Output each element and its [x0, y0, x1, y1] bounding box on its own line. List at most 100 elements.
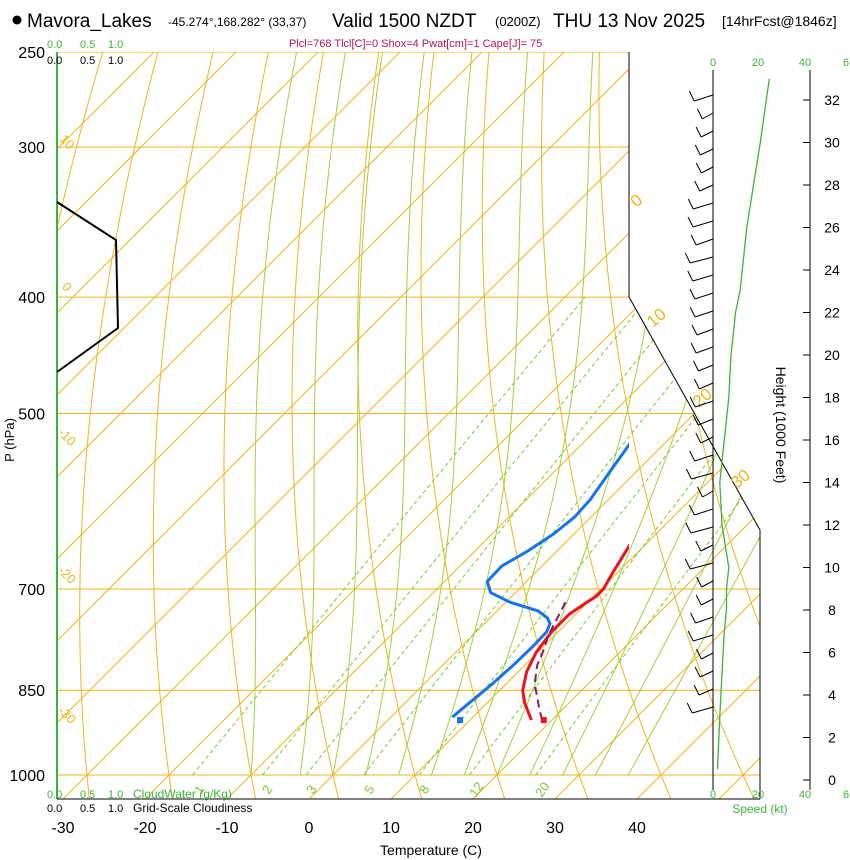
- speed-top-2: 40: [799, 57, 811, 69]
- height-axis-label: Height (1000 Feet): [773, 367, 789, 484]
- wind-barb: [689, 91, 713, 101]
- mixing-ratio-line: [536, 297, 850, 775]
- moist-adiabat: [300, 31, 349, 775]
- valid-date: THU 13 Nov 2025: [553, 11, 705, 32]
- cloud-bottom-green-0: 0.0: [47, 789, 62, 801]
- mixing-ratio-line: [306, 297, 688, 775]
- wind-barb: [688, 271, 713, 281]
- pressure-tick-label: 1000: [9, 768, 45, 785]
- wind-barb: [695, 145, 713, 155]
- mixing-ratio-label: 20: [532, 779, 553, 799]
- wind-barb: [690, 307, 713, 317]
- speed-top-0: 0: [710, 57, 716, 69]
- speed-axis-label: Speed (kt): [732, 802, 787, 816]
- dry-adiabat-label: -10: [55, 425, 79, 449]
- speed-top-3: 6: [843, 57, 849, 69]
- moist-adiabat-label: 10: [643, 304, 670, 331]
- height-tick-label: 2: [828, 730, 836, 746]
- cloud-top-black-2: 1.0: [108, 55, 123, 67]
- height-tick-label: 10: [824, 560, 840, 576]
- dry-adiabat: [358, 31, 422, 801]
- wind-barb: [692, 325, 713, 335]
- cloud-top-black-1: 0.5: [80, 55, 95, 67]
- moist-adiabat: [333, 31, 386, 775]
- cloud-top-green-2: 1.0: [108, 39, 123, 51]
- cloudiness-label: Grid-Scale Cloudiness: [133, 801, 252, 815]
- mixing-ratio-label: 5: [361, 782, 377, 797]
- cloud-top-black-0: 0.0: [47, 55, 62, 67]
- dry-adiabat-label: -20: [55, 563, 79, 587]
- y-axis-label: P (hPa): [2, 418, 17, 462]
- wind-barb: [696, 127, 713, 137]
- parcel-profile: [535, 598, 568, 720]
- temperature-tick-label: 0: [305, 820, 314, 837]
- height-tick-label: 26: [824, 220, 840, 236]
- height-tick-label: 22: [824, 305, 840, 321]
- isotherm--40: [0, 31, 749, 801]
- isotherm-0: [308, 31, 850, 801]
- moist-adiabat: [399, 31, 475, 775]
- cloudwater-label: CloudWater (g/Kg): [133, 787, 232, 801]
- mixing-ratio-label: 2: [259, 782, 275, 797]
- station-coords: -45.274°,168.282° (33,37): [168, 15, 306, 29]
- wind-barb: [694, 379, 713, 389]
- cloud-bottom-black-1: 0.5: [80, 803, 95, 815]
- station-name: Mavora_Lakes: [27, 11, 152, 32]
- isotherm-40: [636, 31, 850, 801]
- height-tick-label: 14: [824, 475, 840, 491]
- surface-temperature: [541, 717, 547, 723]
- speed-bottom-1: 20: [752, 789, 764, 801]
- temperature-tick-label: -30: [51, 820, 74, 837]
- wind-barb: [694, 361, 713, 371]
- temperature-tick-label: 40: [628, 820, 646, 837]
- cloud-bottom-black-0: 0.0: [47, 803, 62, 815]
- dry-adiabat: [599, 31, 755, 801]
- isotherm--70: [0, 31, 503, 801]
- pressure-tick-label: 500: [18, 407, 45, 424]
- isotherm-30: [554, 31, 850, 801]
- wind-barb: [697, 109, 713, 119]
- forecast-info: [14hrFcst@1846z]: [722, 13, 837, 29]
- pressure-tick-label: 400: [18, 290, 45, 307]
- height-tick-label: 20: [824, 347, 840, 363]
- pressure-tick-label: 700: [18, 582, 45, 599]
- temperature-tick-label: 20: [464, 820, 482, 837]
- temperature-tick-label: 30: [546, 820, 564, 837]
- moist-adiabat-label: 30: [727, 465, 754, 492]
- moist-adiabat: [530, 31, 759, 775]
- wind-barb: [691, 343, 713, 353]
- height-tick-label: 32: [824, 92, 840, 108]
- wind-barb: [690, 289, 713, 299]
- wind-barb: [691, 613, 713, 623]
- wind-barb: [695, 181, 713, 191]
- cloud-bottom-green-1: 0.5: [80, 789, 95, 801]
- mixing-ratio-label: 8: [416, 782, 432, 797]
- temperature-tick-label: -10: [215, 820, 238, 837]
- wind-barb: [686, 523, 713, 533]
- temperature-tick-label: 10: [382, 820, 400, 837]
- height-tick-label: 28: [824, 177, 840, 193]
- utc-time: (0200Z): [495, 14, 541, 29]
- height-tick-label: 8: [828, 602, 836, 618]
- moist-adiabat: [366, 31, 427, 775]
- height-tick-label: 16: [824, 432, 840, 448]
- isotherm--30: [62, 31, 832, 801]
- dry-adiabat: [80, 31, 164, 801]
- pressure-tick-label: 300: [18, 140, 45, 157]
- dry-adiabat-label: 10: [57, 131, 78, 152]
- dry-adiabat: [153, 31, 218, 801]
- pressure-tick-label: 250: [18, 45, 45, 62]
- dry-adiabat-label: -30: [55, 703, 79, 727]
- wind-barb: [696, 541, 713, 551]
- wind-barb: [696, 163, 713, 173]
- surface-dewpoint: [457, 717, 463, 723]
- isotherm--20: [144, 31, 850, 801]
- height-tick-label: 30: [824, 135, 840, 151]
- speed-bottom-0: 0: [710, 789, 716, 801]
- wind-barb: [695, 667, 713, 677]
- wind-barb: [698, 487, 713, 497]
- dry-adiabat: [542, 31, 672, 801]
- height-tick-label: 4: [828, 687, 836, 703]
- speed-top-1: 20: [752, 57, 764, 69]
